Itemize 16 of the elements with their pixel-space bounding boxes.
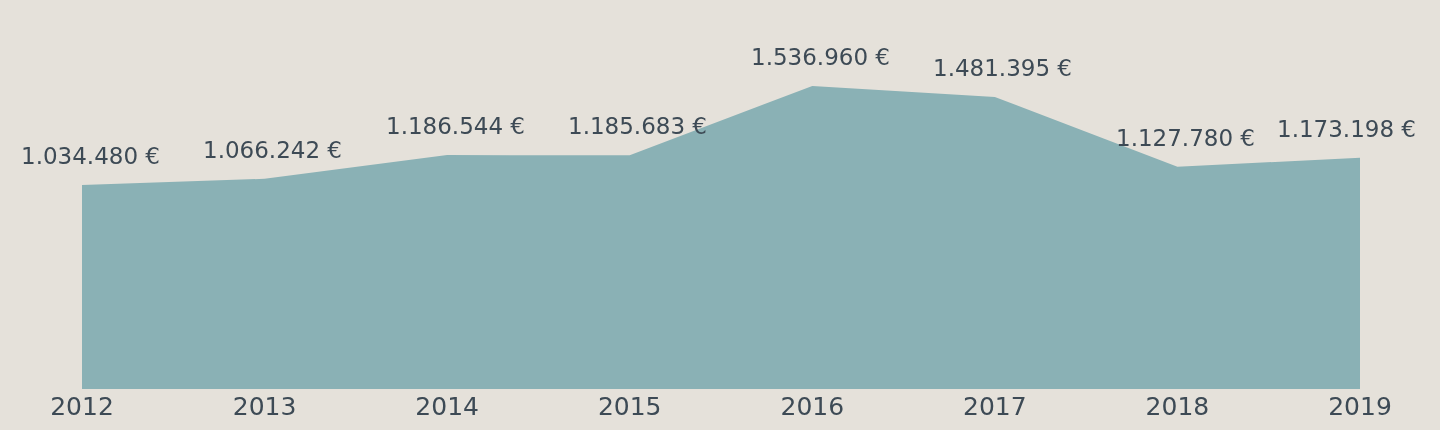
x-tick-label: 2019	[1328, 392, 1392, 421]
x-tick-label: 2016	[780, 392, 845, 421]
data-label: 1.186.544 €	[386, 113, 525, 139]
data-label: 1.173.198 €	[1277, 116, 1416, 142]
x-tick-label: 2013	[232, 392, 297, 421]
x-tick-label: 2018	[1145, 392, 1210, 421]
data-label: 1.034.480 €	[21, 143, 160, 169]
data-label: 1.066.242 €	[203, 137, 342, 163]
data-label: 1.185.683 €	[568, 113, 707, 139]
x-tick-label: 2012	[50, 392, 114, 421]
data-label: 1.536.960 €	[751, 44, 890, 70]
x-tick-label: 2014	[415, 392, 479, 421]
data-label: 1.127.780 €	[1116, 125, 1255, 151]
x-tick-label: 2015	[597, 392, 662, 421]
x-tick-label: 2017	[963, 392, 1027, 421]
data-label: 1.481.395 €	[933, 55, 1072, 81]
